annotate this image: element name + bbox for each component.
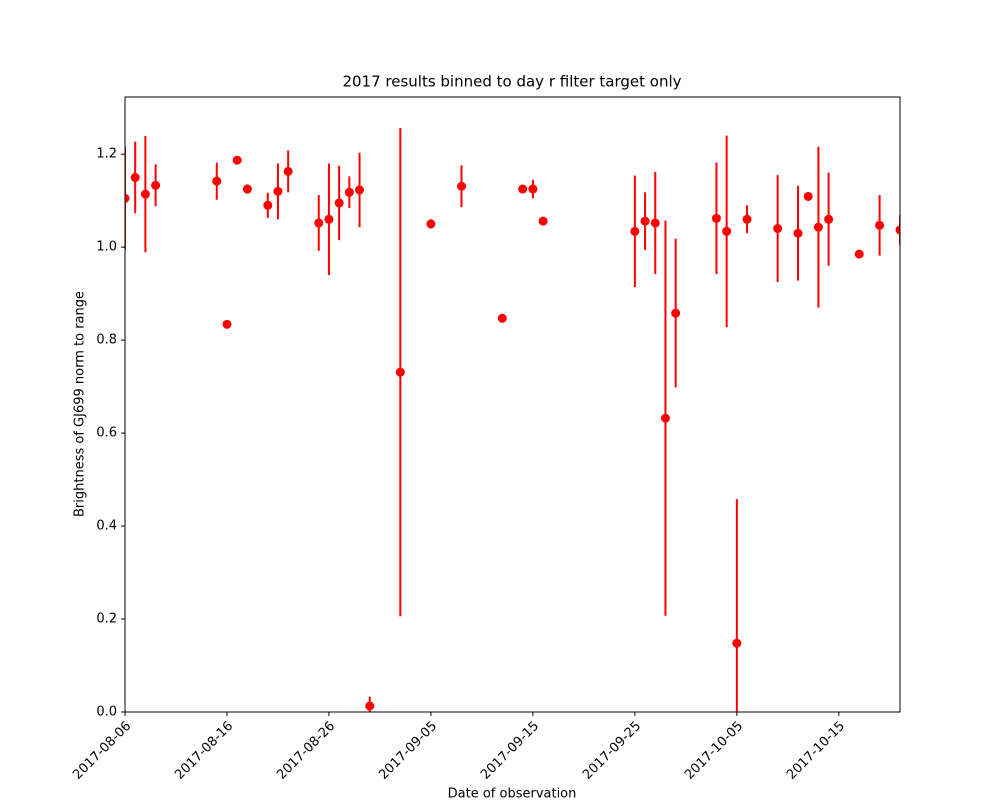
y-tick-label: 0.0 (96, 705, 117, 720)
data-point (854, 249, 864, 259)
data-point (324, 214, 334, 224)
data-point (650, 218, 660, 228)
data-point (130, 172, 140, 182)
data-point (895, 225, 900, 235)
data-point (212, 176, 222, 186)
data-point (813, 222, 823, 232)
data-point (824, 214, 834, 224)
y-tick-label: 0.8 (96, 333, 117, 348)
x-tick-label: 2017-08-26 (274, 719, 338, 783)
data-point (671, 308, 681, 318)
data-point (242, 184, 252, 194)
data-point (518, 184, 528, 194)
data-point (732, 638, 742, 648)
data-point (528, 184, 538, 194)
data-point (263, 200, 273, 210)
y-tick-label: 0.6 (96, 426, 117, 441)
data-point (497, 313, 507, 323)
y-tick-label: 0.2 (96, 612, 117, 627)
data-point (640, 216, 650, 226)
plot-frame (124, 96, 901, 713)
data-point (222, 319, 232, 329)
x-tick-label: 2017-10-15 (784, 719, 848, 783)
data-point (538, 216, 548, 226)
data-point (283, 166, 293, 176)
data-point (793, 228, 803, 238)
x-axis-label: Date of observation (448, 787, 577, 800)
data-point (722, 226, 732, 236)
data-point (344, 187, 354, 197)
data-point (355, 185, 365, 195)
x-tick-label: 2017-08-06 (70, 719, 134, 783)
data-point (365, 701, 375, 711)
data-point (395, 367, 405, 377)
data-point (630, 226, 640, 236)
y-tick-label: 0.4 (96, 519, 117, 534)
data-point (334, 198, 344, 208)
data-point (426, 219, 436, 229)
data-point (232, 155, 242, 165)
chart-title: 2017 results binned to day r filter targ… (342, 73, 681, 91)
data-point (273, 186, 283, 196)
x-tick-label: 2017-09-15 (478, 719, 542, 783)
data-point (457, 181, 467, 191)
data-point (803, 191, 813, 201)
y-tick-label: 1.2 (96, 147, 117, 162)
data-point (151, 180, 161, 190)
y-axis-label: Brightness of GJ699 norm to range (73, 291, 88, 517)
x-tick-label: 2017-09-05 (376, 719, 440, 783)
data-point (140, 189, 150, 199)
x-tick-label: 2017-09-25 (580, 719, 644, 783)
x-tick-label: 2017-08-16 (172, 719, 236, 783)
data-point (660, 413, 670, 423)
data-point (742, 214, 752, 224)
data-point (875, 220, 885, 230)
data-point (125, 193, 130, 203)
x-tick-label: 2017-10-05 (682, 719, 746, 783)
data-point (773, 224, 783, 234)
plot-area (125, 128, 900, 712)
data-point (314, 218, 324, 228)
data-point (711, 213, 721, 223)
y-tick-label: 1.0 (96, 240, 117, 255)
